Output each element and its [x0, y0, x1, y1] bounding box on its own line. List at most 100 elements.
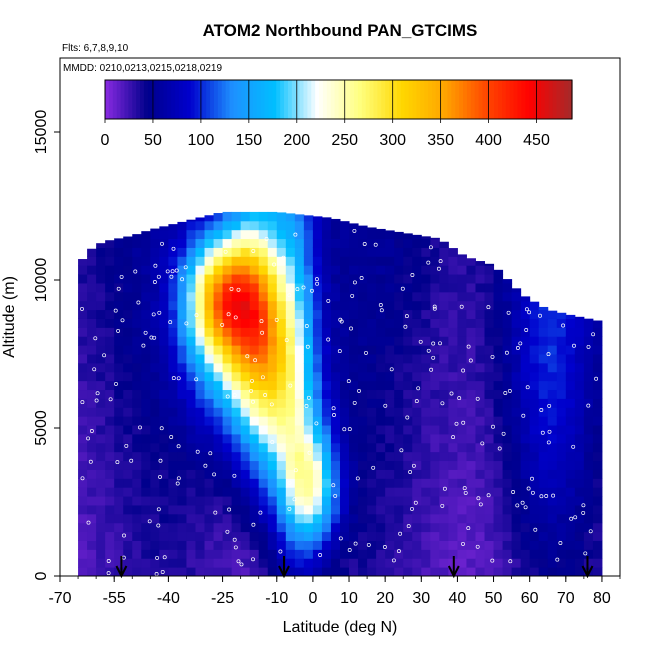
heat-cell-1260 — [358, 407, 368, 417]
heat-cell-728 — [240, 416, 251, 426]
heat-cell-1558 — [430, 558, 440, 568]
heat-cell-1469 — [403, 309, 413, 319]
heat-cell-1403 — [394, 549, 404, 559]
observation-point — [119, 274, 124, 279]
heat-cell-1407 — [394, 513, 404, 524]
heat-cell-1719 — [466, 469, 476, 479]
heat-cell-983 — [294, 336, 305, 346]
observation-point — [591, 332, 596, 337]
heat-cell-1349 — [376, 327, 386, 337]
heat-cell-1450 — [403, 478, 413, 488]
heat-cell-1299 — [367, 416, 377, 426]
heat-cell-1373 — [385, 469, 395, 479]
colorbar-segment — [420, 80, 425, 119]
heat-cell-1455 — [403, 433, 413, 444]
heat-cell-411 — [168, 336, 178, 346]
heat-cell-1261 — [358, 398, 368, 408]
heat-cell-1045 — [312, 513, 323, 524]
heat-cell-295 — [141, 309, 151, 319]
heat-cell-2107 — [574, 522, 585, 533]
heat-cell-466 — [186, 558, 196, 568]
heat-cell-256 — [132, 309, 142, 319]
heat-cell-937 — [285, 380, 296, 391]
heat-cell-464 — [177, 221, 187, 231]
heat-cell-1776 — [475, 282, 486, 293]
heat-cell-1905 — [511, 389, 522, 399]
heat-cell-1749 — [475, 522, 486, 533]
heat-cell-1975 — [529, 345, 540, 355]
heat-cell-789 — [249, 238, 260, 248]
heat-cell-1936 — [520, 407, 531, 417]
heat-cell-1164 — [340, 549, 350, 559]
observation-point — [410, 273, 415, 277]
heat-cell-1707 — [457, 254, 467, 257]
heat-cell-1598 — [439, 549, 449, 559]
heat-cell-159 — [114, 478, 124, 488]
heat-cell-1950 — [529, 567, 540, 577]
heat-cell-491 — [186, 336, 196, 346]
colorbar-tick-label: 300 — [379, 132, 406, 149]
heat-cell-1350 — [376, 318, 386, 328]
heat-cell-1264 — [358, 371, 368, 382]
heat-cell-476 — [186, 469, 196, 479]
heat-cell-1744 — [475, 567, 486, 577]
observation-point — [486, 305, 491, 310]
heat-cell-1411 — [394, 478, 404, 488]
heat-cell-180 — [114, 291, 124, 302]
heat-cell-1758 — [475, 442, 486, 453]
heat-cell-1294 — [367, 460, 377, 470]
heat-cell-677 — [231, 504, 242, 515]
heat-cell-14 — [78, 442, 88, 453]
heat-cell-974 — [294, 416, 305, 426]
heat-cell-1457 — [403, 416, 413, 426]
heat-cell-2043 — [556, 558, 567, 568]
heat-cell-742 — [240, 291, 251, 302]
heat-cell-1265 — [358, 362, 368, 373]
heat-cell-1412 — [394, 469, 404, 479]
heat-cell-2089 — [565, 416, 576, 426]
heat-cell-1530 — [421, 460, 431, 470]
heat-cell-1833 — [493, 416, 504, 426]
heat-cell-2120 — [574, 407, 585, 417]
heat-cell-1853 — [502, 549, 513, 559]
heat-cell-650 — [222, 380, 233, 391]
heat-cell-1973 — [529, 362, 540, 373]
heat-cell-130 — [105, 398, 115, 408]
heat-cell-1933 — [520, 433, 531, 444]
heat-cell-60 — [87, 354, 97, 364]
colorbar-segment — [540, 80, 546, 119]
observation-point — [149, 335, 154, 340]
heat-cell-241 — [132, 442, 142, 453]
heat-cell-505 — [186, 219, 196, 222]
heat-cell-135 — [105, 354, 115, 364]
heat-cell-1607 — [439, 469, 449, 479]
colorbar-segment — [548, 80, 554, 119]
heat-cell-1047 — [312, 496, 323, 506]
colorbar-segment — [505, 80, 511, 119]
heat-cell-1600 — [439, 531, 449, 541]
observation-point — [106, 571, 111, 576]
heat-cell-2112 — [574, 478, 585, 488]
observation-point — [170, 269, 175, 274]
heat-cell-1231 — [349, 309, 359, 319]
heat-cell-368 — [159, 362, 169, 373]
heat-cell-125 — [105, 442, 115, 453]
heat-cell-819 — [258, 336, 269, 346]
heat-cell-84 — [96, 469, 106, 479]
heat-cell-792 — [249, 211, 260, 222]
heat-cell-304 — [141, 231, 151, 240]
heat-cell-1497 — [412, 407, 422, 417]
heat-cell-2176 — [592, 433, 603, 444]
observation-point — [468, 358, 473, 363]
colorbar-segment — [451, 80, 456, 119]
observation-point — [544, 494, 549, 498]
heat-cell-408 — [168, 362, 178, 373]
colorbar-segment — [568, 80, 573, 119]
observation-point — [124, 443, 129, 448]
heat-cell-450 — [177, 345, 187, 355]
heat-cell-1882 — [502, 291, 513, 302]
heat-cell-514 — [195, 496, 206, 506]
observation-point — [133, 269, 138, 274]
heat-cell-847 — [267, 451, 278, 462]
heat-cell-506 — [195, 567, 206, 577]
